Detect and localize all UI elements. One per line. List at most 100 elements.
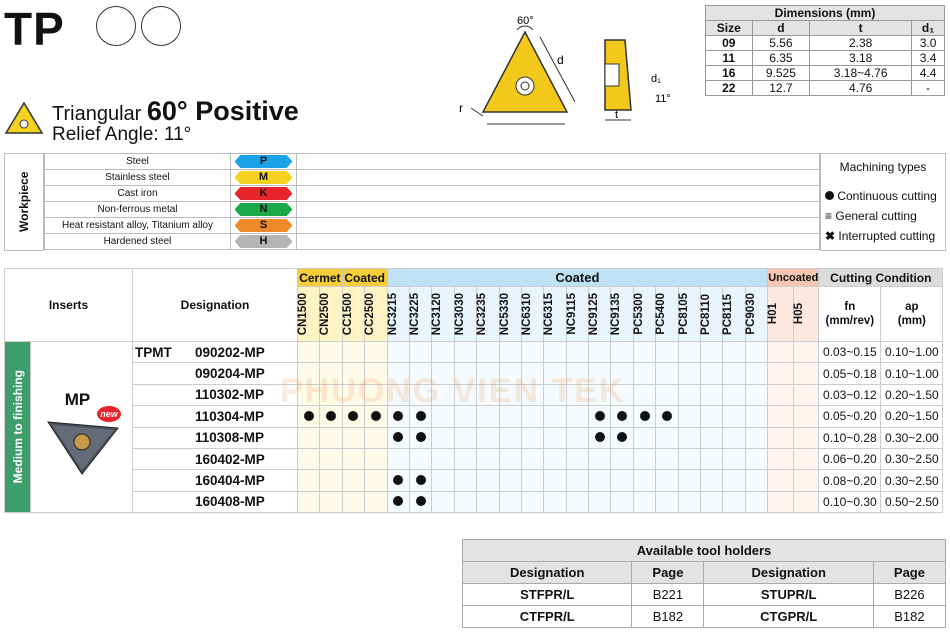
grade-cell [632,426,657,449]
grade-cell [341,426,366,449]
holder-page: B182 [631,605,705,628]
designation-code: 160402-MP [195,451,265,467]
grade-cell [341,340,366,364]
workpiece-grid: Steel P Stainless steel M Cast iron K Non-ferr… [44,153,820,251]
grade-column-header: NC3215 [386,286,410,342]
grade-cell [296,340,321,364]
grade-cell [588,383,612,407]
holders-header: Designation [703,561,874,584]
grade-cell [520,447,545,471]
holder-designation: STFPR/L [461,583,633,606]
dot-icon [348,410,359,421]
grade-cell [543,490,567,514]
side-label: Medium to finishing [10,370,25,484]
grade-label: CC2500 [364,292,377,336]
grade-applicability-cells [296,153,820,170]
fn-value: 0.03~0.12 [818,383,882,407]
grade-cell [453,426,478,449]
dim-value: 3.18 [809,50,913,66]
grade-column-header: PC9030 [744,286,769,342]
page-title: TP [4,3,65,55]
grade-cell [364,383,388,407]
designation-cell: 160408-MP [132,490,298,514]
holder-designation: STUPR/L [703,583,874,606]
grade-cell [498,426,522,449]
grade-applicability-cells [296,185,820,202]
table-row: 090204-MP 0.05~0.18 0.10~1.00 [5,362,944,385]
ap-value: 0.20~1.50 [880,405,944,428]
dot-icon [415,432,426,443]
general-cutting-label: General cutting [835,209,917,223]
grade-cell [543,426,567,449]
workpiece-name: Hardened steel [44,233,231,250]
grade-circle-1 [96,6,136,46]
grade-cell [677,340,702,364]
grade-cell [610,447,634,471]
grade-column-header: NC3235 [476,286,500,342]
designation-header: Designation [132,268,298,342]
designation-cell: 110308-MP [132,426,298,449]
fn-value: 0.10~0.30 [818,490,882,514]
designation-code: 160408-MP [195,494,265,510]
grade-cell [588,362,612,385]
grade-cell [364,469,388,492]
shape-label: Triangular [52,103,142,125]
coated-group: Coated [341,268,388,287]
grade-cell [408,469,433,492]
grade-cell [520,490,545,514]
grade-cell [792,469,820,492]
workpiece-label-box: Workpiece [4,153,44,251]
dot-icon [393,432,404,443]
grade-column-header: CC1500 [341,286,366,342]
fn-value: 0.03~0.15 [818,340,882,364]
grade-cell [386,405,410,428]
grade-cell [431,469,455,492]
designation-code: 090202-MP [195,344,265,360]
grade-cell [453,405,478,428]
dim-size: 11 [705,50,753,66]
grade-cell [565,426,590,449]
grade-cell [632,340,657,364]
holder-page: B182 [872,605,947,628]
designation-cell: 090204-MP [132,362,298,385]
ap-value: 0.20~1.50 [880,383,944,407]
grade-cell [632,447,657,471]
grade-cell [767,447,794,471]
grade-cell [744,426,769,449]
grade-cell [296,469,321,492]
coated-group: Coated [386,268,769,287]
grade-cell [722,447,746,471]
ap-unit: (mm) [897,315,926,327]
grade-cell [431,490,455,514]
continuous-cutting: Continuous cutting [825,186,945,206]
grade-cell [655,469,679,492]
grade-cell [498,490,522,514]
iso-code-badge: M [234,171,293,184]
holders-header: Designation [461,561,633,584]
grade-cell [565,490,590,514]
grade-cell [744,362,769,385]
grade-label: NC6310 [520,292,533,336]
grade-cell [767,469,794,492]
grade-column-header: NC9115 [565,286,590,342]
holder-page: B221 [631,583,705,606]
dim-value: 3.18~4.76 [809,65,913,81]
dot-icon [393,496,404,507]
grade-cell [341,469,366,492]
grade-cell [408,340,433,364]
grade-cell [341,490,366,514]
iso-code-badge: S [234,219,293,232]
grade-cell [722,469,746,492]
cermet-group: Cermet [297,268,343,287]
grade-cell [364,447,388,471]
grade-cell [677,383,702,407]
grade-cell [700,383,724,407]
fn-value: 0.06~0.20 [818,447,882,471]
grade-column-header: NC5330 [498,286,522,342]
grade-cell [565,447,590,471]
holders-header: Page [872,561,947,584]
grade-cell [610,405,634,428]
dot-icon [393,410,404,421]
angle-dim: 60° [517,15,534,27]
grade-cell [632,405,657,428]
